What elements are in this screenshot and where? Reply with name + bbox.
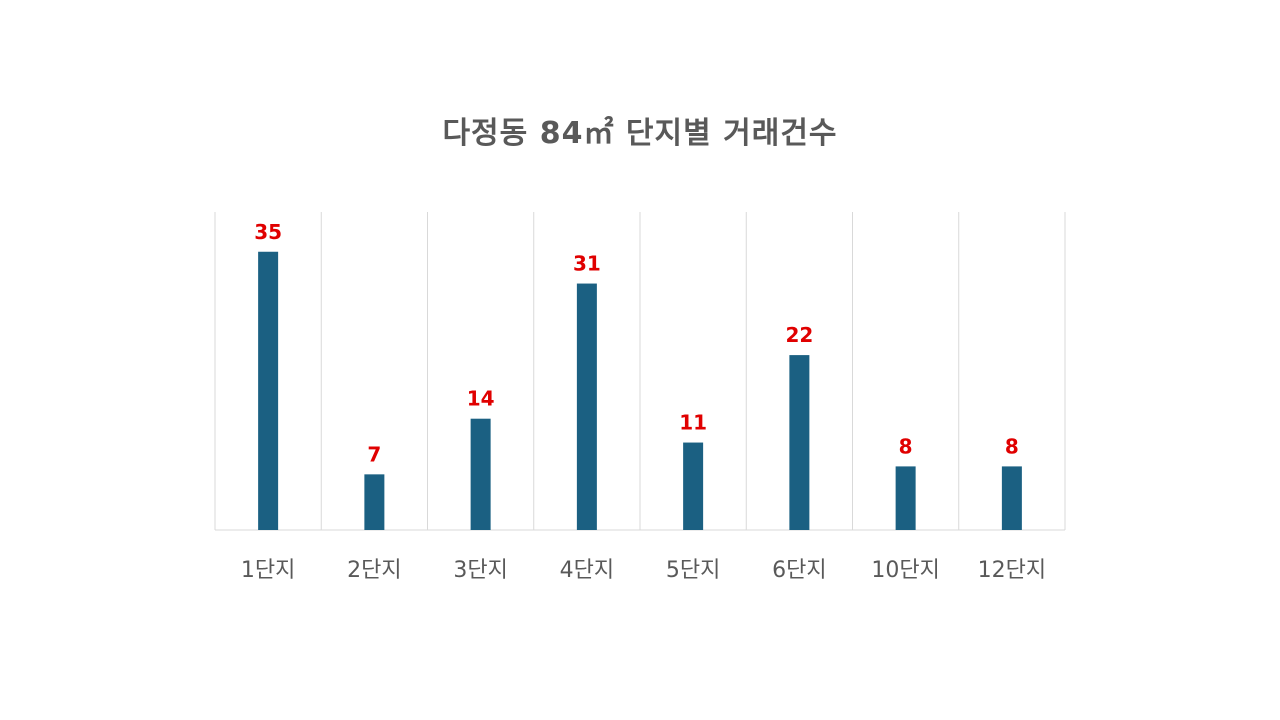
bar: [789, 355, 810, 530]
data-labels: 35 7 14 31 11 22 8 8: [254, 220, 1019, 467]
grid-lines: [214, 212, 1066, 531]
bars: [258, 251, 1022, 530]
x-tick-label: 12단지: [978, 558, 1046, 583]
x-tick-label: 6단지: [772, 558, 826, 583]
bar: [895, 466, 916, 530]
bar: [576, 283, 597, 530]
bar: [258, 251, 279, 530]
data-label: 8: [899, 434, 913, 458]
bar: [1001, 466, 1022, 530]
x-tick-label: 10단지: [871, 558, 939, 583]
x-tick-label: 5단지: [666, 558, 720, 583]
x-tick-labels: 1단지 2단지 3단지 4단지 5단지 6단지 10단지 12단지: [241, 558, 1046, 583]
bar: [683, 442, 704, 530]
chart-title: 다정동 84㎡ 단지별 거래건수: [442, 116, 838, 151]
bar: [470, 418, 491, 530]
x-tick-label: 4단지: [560, 558, 614, 583]
data-label: 8: [1005, 434, 1019, 458]
bar: [364, 474, 385, 530]
x-tick-label: 3단지: [453, 558, 507, 583]
data-label: 31: [573, 252, 601, 276]
x-tick-label: 1단지: [241, 558, 295, 583]
data-label: 35: [254, 220, 282, 244]
data-label: 14: [467, 387, 495, 411]
x-tick-label: 2단지: [347, 558, 401, 583]
data-label: 22: [785, 323, 813, 347]
data-label: 11: [679, 411, 707, 435]
data-label: 7: [367, 442, 381, 466]
